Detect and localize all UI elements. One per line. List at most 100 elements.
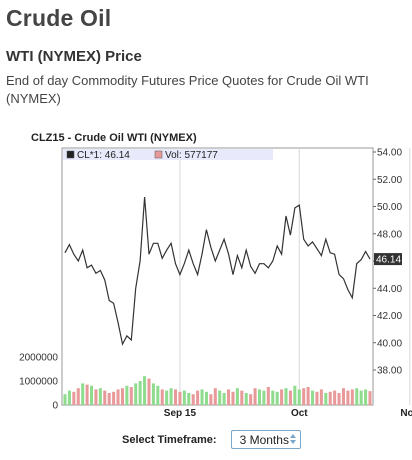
volume-bar bbox=[173, 389, 178, 405]
volume-bar bbox=[103, 390, 107, 405]
volume-bar bbox=[368, 391, 372, 405]
price-tick-label: 50.00 bbox=[377, 202, 402, 213]
volume-bar bbox=[138, 381, 142, 405]
volume-bar bbox=[120, 388, 124, 405]
volume-bar bbox=[67, 390, 71, 405]
volume-bar bbox=[204, 391, 208, 405]
volume-bar bbox=[218, 390, 222, 405]
volume-bar bbox=[63, 394, 67, 405]
timeframe-label: Select Timeframe: bbox=[122, 433, 217, 446]
price-tick-label: 42.00 bbox=[377, 311, 402, 322]
volume-bar bbox=[235, 388, 239, 405]
volume-bar bbox=[160, 389, 164, 405]
timeframe-selector: Select Timeframe: 3 Months bbox=[122, 430, 301, 449]
volume-bar bbox=[182, 390, 186, 405]
price-tick-label: 40.00 bbox=[377, 338, 402, 349]
volume-bar bbox=[359, 390, 363, 405]
volume-bar bbox=[200, 389, 204, 405]
volume-bar bbox=[151, 383, 155, 405]
volume-bar bbox=[227, 389, 231, 405]
select-arrows-icon bbox=[289, 434, 296, 444]
volume-bar bbox=[231, 391, 235, 405]
plot-area bbox=[61, 147, 374, 406]
volume-tick-label: 1000000 bbox=[19, 377, 58, 388]
volume-bar bbox=[134, 383, 138, 405]
volume-bar bbox=[341, 388, 346, 405]
volume-bar bbox=[328, 391, 332, 405]
volume-bar bbox=[355, 388, 359, 405]
price-tick-label: 54.00 bbox=[377, 148, 402, 159]
volume-bar bbox=[81, 383, 85, 405]
volume-bar bbox=[178, 391, 182, 405]
volume-bar bbox=[147, 378, 151, 405]
volume-bar bbox=[240, 390, 244, 405]
volume-bar bbox=[191, 394, 195, 405]
page-subtitle: WTI (NYMEX) Price bbox=[6, 48, 142, 65]
volume-bar bbox=[271, 390, 275, 405]
last-price-badge bbox=[374, 253, 402, 266]
price-tick-label: 44.00 bbox=[377, 284, 402, 295]
volume-bar bbox=[209, 394, 213, 405]
volume-bar bbox=[262, 390, 266, 405]
volume-bar bbox=[311, 390, 315, 405]
volume-bar bbox=[94, 389, 98, 405]
price-line bbox=[64, 196, 371, 346]
volume-bar bbox=[257, 389, 262, 405]
volume-bar bbox=[346, 390, 350, 405]
volume-bar bbox=[187, 393, 191, 405]
last-price-label: 46.14 bbox=[376, 255, 401, 266]
volume-bar bbox=[76, 388, 80, 405]
volume-bar bbox=[85, 384, 89, 405]
volume-bar bbox=[266, 387, 270, 405]
page-title: Crude Oil bbox=[6, 5, 112, 31]
price-tick-label: 52.00 bbox=[377, 175, 402, 186]
volume-bar bbox=[333, 390, 337, 405]
volume-bar bbox=[129, 387, 133, 405]
x-tick-label: Sep 15 bbox=[164, 408, 197, 418]
volume-bar bbox=[107, 393, 111, 405]
legend-label: Vol: 577177 bbox=[165, 150, 218, 161]
timeframe-select[interactable]: 3 Months bbox=[230, 430, 301, 449]
legend-bar bbox=[63, 149, 273, 160]
x-tick-label: Nov bbox=[400, 408, 412, 418]
volume-bar bbox=[143, 376, 147, 405]
x-tick-label: Oct bbox=[291, 408, 308, 418]
price-chart: Sep 15OctNov54.0052.0050.0048.0046.0044.… bbox=[19, 147, 412, 418]
price-tick-label: 38.00 bbox=[377, 366, 402, 377]
volume-bar bbox=[196, 390, 200, 405]
volume-bar bbox=[116, 389, 120, 405]
volume-bar bbox=[337, 393, 341, 405]
volume-bar bbox=[213, 388, 217, 405]
chart-title: CLZ15 - Crude Oil WTI (NYMEX) bbox=[31, 132, 197, 144]
legend-label: CL*1: 46.14 bbox=[77, 150, 130, 161]
volume-bar bbox=[288, 390, 292, 405]
volume-bar bbox=[249, 394, 253, 405]
volume-bar bbox=[275, 391, 279, 405]
volume-bar bbox=[244, 393, 248, 405]
page-description: End of day Commodity Futures Price Quote… bbox=[6, 73, 369, 106]
volume-bar bbox=[324, 393, 328, 405]
volume-bar bbox=[280, 389, 284, 405]
volume-tick-label: 0 bbox=[52, 401, 58, 412]
volume-bar bbox=[165, 390, 169, 405]
volume-bar bbox=[297, 389, 301, 405]
volume-bar bbox=[72, 391, 76, 405]
volume-bar bbox=[315, 391, 319, 405]
volume-bar bbox=[253, 388, 257, 405]
volume-bar bbox=[98, 388, 102, 405]
volume-bar bbox=[89, 385, 94, 405]
volume-bar bbox=[293, 385, 297, 405]
volume-bar bbox=[156, 385, 160, 405]
volume-bar bbox=[364, 389, 368, 405]
volume-bar bbox=[350, 389, 354, 405]
legend-swatch bbox=[154, 150, 163, 159]
volume-bar bbox=[112, 391, 116, 405]
volume-bar bbox=[125, 385, 129, 405]
volume-bar bbox=[302, 388, 306, 405]
volume-bar bbox=[319, 389, 323, 405]
volume-bar bbox=[306, 387, 310, 405]
volume-bar bbox=[169, 388, 173, 405]
timeframe-selected-value: 3 Months bbox=[239, 432, 289, 447]
volume-tick-label: 2000000 bbox=[19, 353, 58, 364]
volume-bar bbox=[284, 388, 288, 405]
